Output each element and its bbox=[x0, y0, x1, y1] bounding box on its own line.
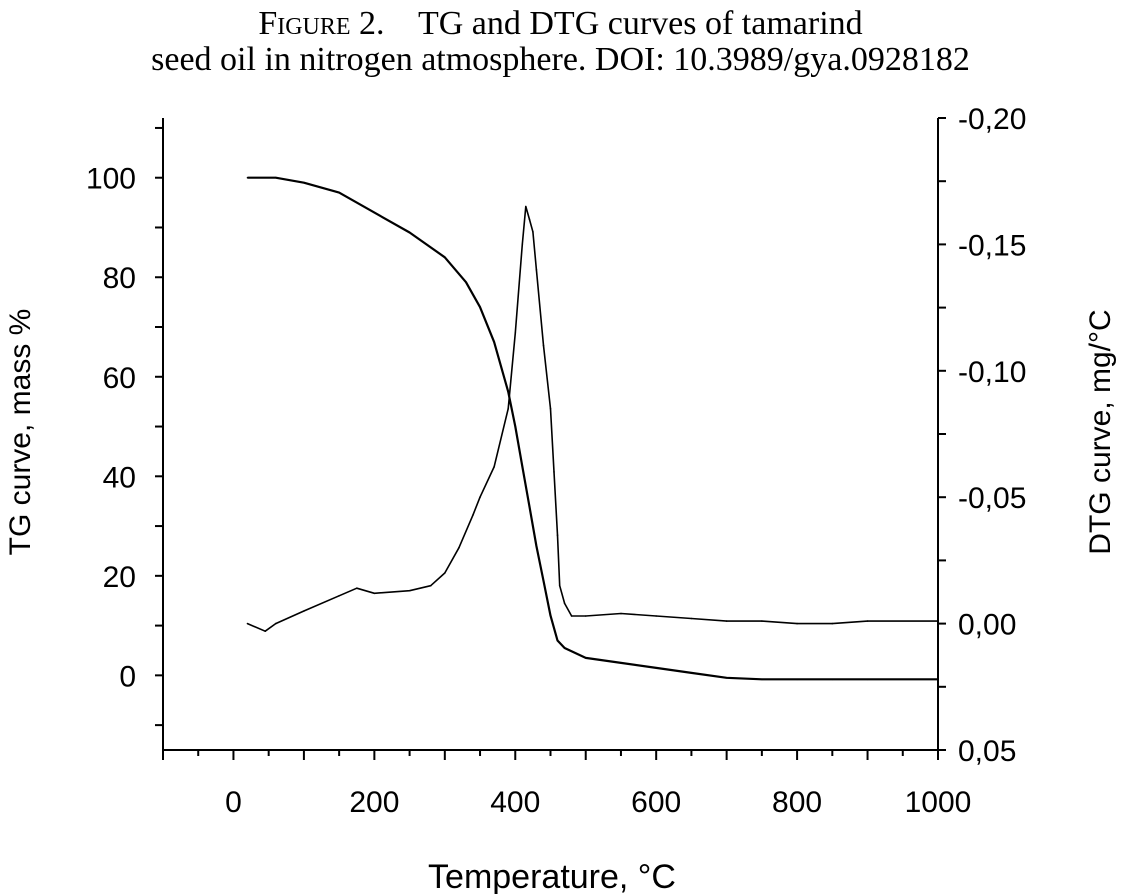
tg-point bbox=[521, 465, 524, 468]
dtg-point bbox=[535, 268, 538, 271]
tg-point bbox=[493, 341, 495, 343]
tg-point bbox=[690, 672, 693, 674]
tg-point bbox=[556, 639, 559, 642]
dtg-point bbox=[866, 620, 869, 622]
caption-text-1: TG and DTG curves of tamarind bbox=[417, 5, 863, 42]
tg-point bbox=[274, 176, 277, 179]
dtg-point bbox=[620, 612, 622, 615]
y-left-tick-label: 100 bbox=[86, 163, 136, 196]
tg-point bbox=[866, 678, 869, 681]
dtg-point bbox=[472, 514, 474, 516]
dtg-point bbox=[796, 622, 798, 625]
dtg-point bbox=[549, 407, 552, 410]
tg-point bbox=[831, 678, 834, 681]
x-tick-label: 0 bbox=[225, 786, 242, 819]
y-left-tick-label: 40 bbox=[103, 461, 136, 494]
y-right-tick-label: 0,00 bbox=[958, 609, 1016, 642]
chart-axes bbox=[162, 118, 939, 751]
tg-point bbox=[655, 667, 657, 669]
y-right-tick-label: 0,05 bbox=[958, 735, 1016, 768]
dtg-point bbox=[373, 592, 376, 595]
y-left-tick-label: 60 bbox=[103, 362, 136, 395]
dtg-point bbox=[690, 617, 693, 620]
dtg-point bbox=[493, 466, 495, 468]
tg-point bbox=[542, 580, 545, 582]
dtg-point bbox=[542, 344, 545, 347]
x-axis-label: Temperature, °C bbox=[428, 858, 676, 894]
chart-lines bbox=[246, 176, 939, 681]
dtg-point bbox=[831, 622, 834, 625]
y-right-tick-label: -0,05 bbox=[958, 482, 1026, 515]
tg-point bbox=[507, 390, 510, 393]
x-tick-label: 200 bbox=[349, 786, 399, 819]
dtg-point bbox=[725, 620, 728, 622]
tg-point bbox=[620, 662, 622, 664]
dtg-point bbox=[525, 205, 527, 208]
tg-point bbox=[514, 425, 517, 428]
tg-point bbox=[725, 677, 728, 679]
dtg-point bbox=[356, 587, 358, 589]
tg-point bbox=[444, 256, 446, 259]
dtg-point bbox=[937, 620, 939, 622]
chart-ticks: 0 200 400 600 800 1000 0 20 40 60 80 100 0,05 0,00 -0,… bbox=[86, 103, 1026, 819]
dtg-point bbox=[479, 496, 481, 499]
tg-curve-line bbox=[247, 176, 938, 681]
dtg-point bbox=[444, 572, 446, 574]
y-right-tick-label: -0,20 bbox=[958, 103, 1026, 136]
dtg-point bbox=[532, 231, 534, 233]
y-left-tick-label: 80 bbox=[103, 262, 136, 295]
dtg-point bbox=[338, 595, 340, 597]
dtg-point bbox=[246, 622, 249, 625]
tg-point bbox=[796, 678, 798, 681]
dtg-point bbox=[655, 615, 657, 617]
tg-point bbox=[761, 678, 763, 681]
dtg-curve-line bbox=[247, 205, 938, 633]
tg-point bbox=[937, 678, 939, 681]
tg-point bbox=[246, 176, 249, 179]
tg-point bbox=[549, 614, 552, 617]
y-left-axis-label: TG curve, mass % bbox=[4, 309, 37, 556]
y-right-tick-label: -0,10 bbox=[958, 356, 1026, 389]
tg-point bbox=[535, 545, 538, 547]
y-right-tick-label: -0,15 bbox=[958, 229, 1026, 262]
dtg-point bbox=[553, 471, 555, 473]
dtg-point bbox=[408, 589, 411, 592]
dtg-point bbox=[570, 615, 573, 617]
tg-point bbox=[303, 181, 305, 184]
dtg-point bbox=[507, 407, 510, 410]
dtg-point bbox=[558, 584, 561, 587]
y-left-tick-label: 20 bbox=[103, 561, 136, 594]
tg-point bbox=[373, 211, 376, 214]
tg-point bbox=[563, 647, 566, 649]
dtg-point bbox=[521, 243, 524, 246]
dtg-point bbox=[528, 218, 531, 220]
x-tick-label: 1000 bbox=[905, 786, 972, 819]
dtg-point bbox=[761, 620, 763, 622]
tg-point bbox=[338, 191, 340, 194]
dtg-point bbox=[303, 610, 305, 612]
tg-point bbox=[479, 306, 481, 308]
dtg-point bbox=[264, 630, 267, 632]
y-right-axis-label: DTG curve, mg/°C bbox=[1084, 309, 1117, 554]
tg-point bbox=[584, 657, 587, 659]
caption-line-1: Figure 2. TG and DTG curves of tamarind bbox=[0, 2, 1121, 46]
dtg-point bbox=[584, 615, 587, 617]
x-tick-label: 800 bbox=[772, 786, 822, 819]
tg-point bbox=[528, 505, 531, 508]
tg-point bbox=[408, 231, 411, 234]
dtg-point bbox=[514, 332, 517, 334]
x-tick-label: 400 bbox=[490, 786, 540, 819]
figure-label: Figure 2. bbox=[258, 5, 385, 42]
caption-line-2: seed oil in nitrogen atmosphere. DOI: 10… bbox=[151, 41, 970, 78]
dtg-point bbox=[274, 622, 277, 625]
dtg-point bbox=[563, 602, 566, 605]
dtg-point bbox=[429, 584, 432, 587]
x-tick-label: 600 bbox=[631, 786, 681, 819]
y-left-tick-label: 0 bbox=[119, 660, 136, 693]
dtg-point bbox=[458, 547, 460, 549]
dtg-point bbox=[556, 534, 559, 536]
tg-point bbox=[465, 281, 467, 284]
